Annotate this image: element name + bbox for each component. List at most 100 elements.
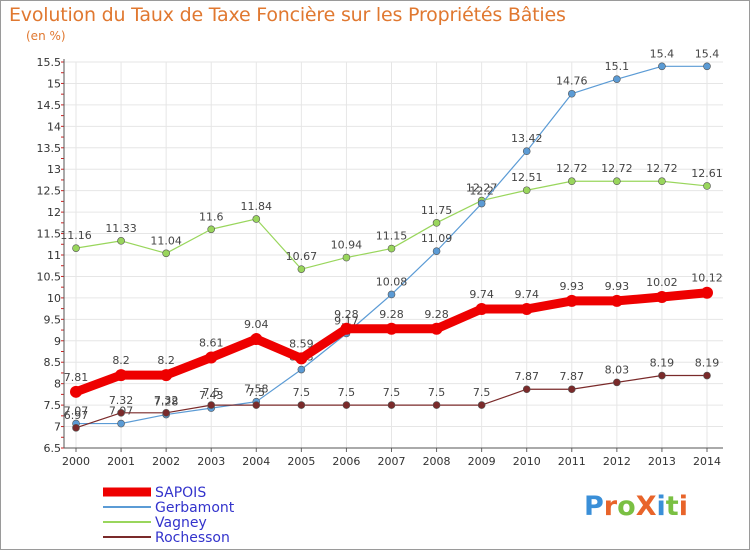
- data-point-rochesson: [297, 401, 306, 409]
- data-label-sapois: 9.93: [605, 280, 630, 293]
- data-point-sapois: [430, 322, 443, 335]
- y-tick-label: 12: [47, 206, 61, 219]
- data-label-vagney: 11.04: [150, 234, 182, 247]
- data-point-vagney: [252, 215, 261, 223]
- data-point-gerbamont: [387, 290, 396, 299]
- data-point-rochesson: [567, 385, 576, 394]
- data-label-gerbamont: 7.07: [64, 405, 89, 418]
- data-point-gerbamont: [477, 199, 486, 208]
- x-tick-label: 2003: [197, 455, 225, 468]
- y-tick-label: 13: [47, 163, 61, 176]
- data-point-vagney: [613, 177, 621, 186]
- data-label-gerbamont: 13.42: [511, 132, 543, 145]
- data-point-gerbamont: [658, 62, 666, 71]
- data-label-rochesson: 7.32: [154, 394, 179, 407]
- data-point-rochesson: [387, 401, 396, 409]
- data-point-vagney: [297, 265, 306, 273]
- data-point-rochesson: [342, 401, 351, 409]
- data-point-vagney: [162, 249, 170, 258]
- data-label-rochesson: 7.5: [293, 386, 311, 399]
- data-label-rochesson: 7.5: [338, 386, 356, 399]
- data-label-vagney: 11.84: [241, 200, 273, 213]
- y-tick-label: 15: [47, 77, 61, 90]
- data-label-sapois: 8.2: [157, 354, 175, 367]
- data-label-sapois: 8.59: [289, 337, 314, 350]
- chart-title: Evolution du Taux de Taxe Foncière sur l…: [9, 4, 566, 26]
- data-point-vagney: [207, 225, 216, 234]
- data-label-vagney: 11.33: [105, 222, 137, 235]
- data-label-gerbamont: 15.4: [650, 47, 675, 60]
- data-point-vagney: [342, 253, 351, 262]
- x-tick-label: 2011: [558, 455, 586, 468]
- data-label-sapois: 10.12: [691, 272, 723, 285]
- x-tick-label: 2010: [513, 455, 541, 468]
- y-tick-label: 6.5: [44, 442, 62, 455]
- y-tick-label: 14: [47, 120, 61, 133]
- data-point-gerbamont: [613, 75, 621, 83]
- y-tick-label: 10.5: [37, 270, 62, 283]
- data-label-sapois: 7.81: [64, 371, 89, 384]
- data-point-rochesson: [477, 401, 486, 409]
- data-label-sapois: 9.74: [514, 288, 539, 301]
- data-point-sapois: [520, 303, 533, 316]
- data-label-gerbamont: 15.4: [695, 47, 720, 60]
- y-tick-label: 9.5: [44, 313, 62, 326]
- data-label-vagney: 10.94: [331, 239, 363, 252]
- data-label-rochesson: 7.5: [202, 386, 220, 399]
- legend-label-sapois: SAPOIS: [155, 485, 206, 501]
- data-label-sapois: 8.61: [199, 337, 224, 350]
- x-tick-label: 2006: [332, 455, 360, 468]
- data-point-sapois: [115, 369, 128, 382]
- x-tick-label: 2007: [378, 455, 406, 468]
- data-label-vagney: 12.72: [646, 162, 678, 175]
- y-tick-label: 7: [54, 421, 61, 434]
- y-tick-label: 8.5: [44, 356, 62, 369]
- data-label-gerbamont: 11.09: [421, 232, 453, 245]
- data-label-sapois: 10.02: [646, 276, 678, 289]
- data-point-vagney: [522, 186, 531, 195]
- legend-label-rochesson: Rochesson: [155, 530, 230, 546]
- data-point-sapois: [610, 294, 623, 307]
- data-label-rochesson: 7.87: [560, 370, 585, 383]
- y-tick-label: 15.5: [37, 56, 62, 69]
- y-tick-label: 8: [54, 378, 61, 391]
- data-label-sapois: 9.93: [560, 280, 585, 293]
- data-label-vagney: 11.15: [376, 230, 408, 243]
- data-label-rochesson: 7.5: [473, 386, 491, 399]
- data-point-sapois: [565, 294, 578, 307]
- data-label-gerbamont: 9.17: [334, 314, 359, 327]
- y-tick-label: 10: [47, 292, 61, 305]
- y-tick-label: 11.5: [37, 228, 62, 241]
- data-point-gerbamont: [522, 147, 531, 156]
- data-point-vagney: [432, 219, 441, 227]
- x-tick-label: 2012: [603, 455, 631, 468]
- data-label-sapois: 8.2: [112, 354, 130, 367]
- data-label-sapois: 9.28: [379, 308, 404, 321]
- unit-label: (en %): [26, 29, 66, 43]
- legend-label-gerbamont: Gerbamont: [155, 500, 235, 516]
- data-label-sapois: 9.74: [469, 288, 494, 301]
- data-point-rochesson: [658, 371, 666, 380]
- data-point-gerbamont: [297, 365, 306, 374]
- data-label-gerbamont: 14.76: [556, 75, 588, 88]
- data-point-sapois: [655, 291, 668, 304]
- data-point-rochesson: [703, 371, 711, 380]
- data-label-vagney: 12.27: [466, 182, 498, 195]
- data-label-sapois: 9.04: [244, 318, 269, 331]
- y-tick-label: 7.5: [44, 399, 62, 412]
- data-label-rochesson: 7.32: [109, 394, 134, 407]
- data-point-rochesson: [522, 385, 531, 394]
- x-tick-label: 2009: [468, 455, 496, 468]
- x-tick-label: 2005: [287, 455, 315, 468]
- data-label-rochesson: 8.03: [605, 363, 630, 376]
- data-point-rochesson: [613, 378, 621, 387]
- data-point-vagney: [117, 237, 125, 245]
- x-tick-label: 2002: [152, 455, 180, 468]
- data-label-vagney: 10.67: [286, 250, 318, 263]
- x-tick-label: 2014: [693, 455, 721, 468]
- data-point-sapois: [340, 322, 353, 335]
- data-label-vagney: 12.72: [601, 162, 633, 175]
- data-label-rochesson: 7.5: [428, 386, 446, 399]
- data-point-vagney: [72, 244, 80, 252]
